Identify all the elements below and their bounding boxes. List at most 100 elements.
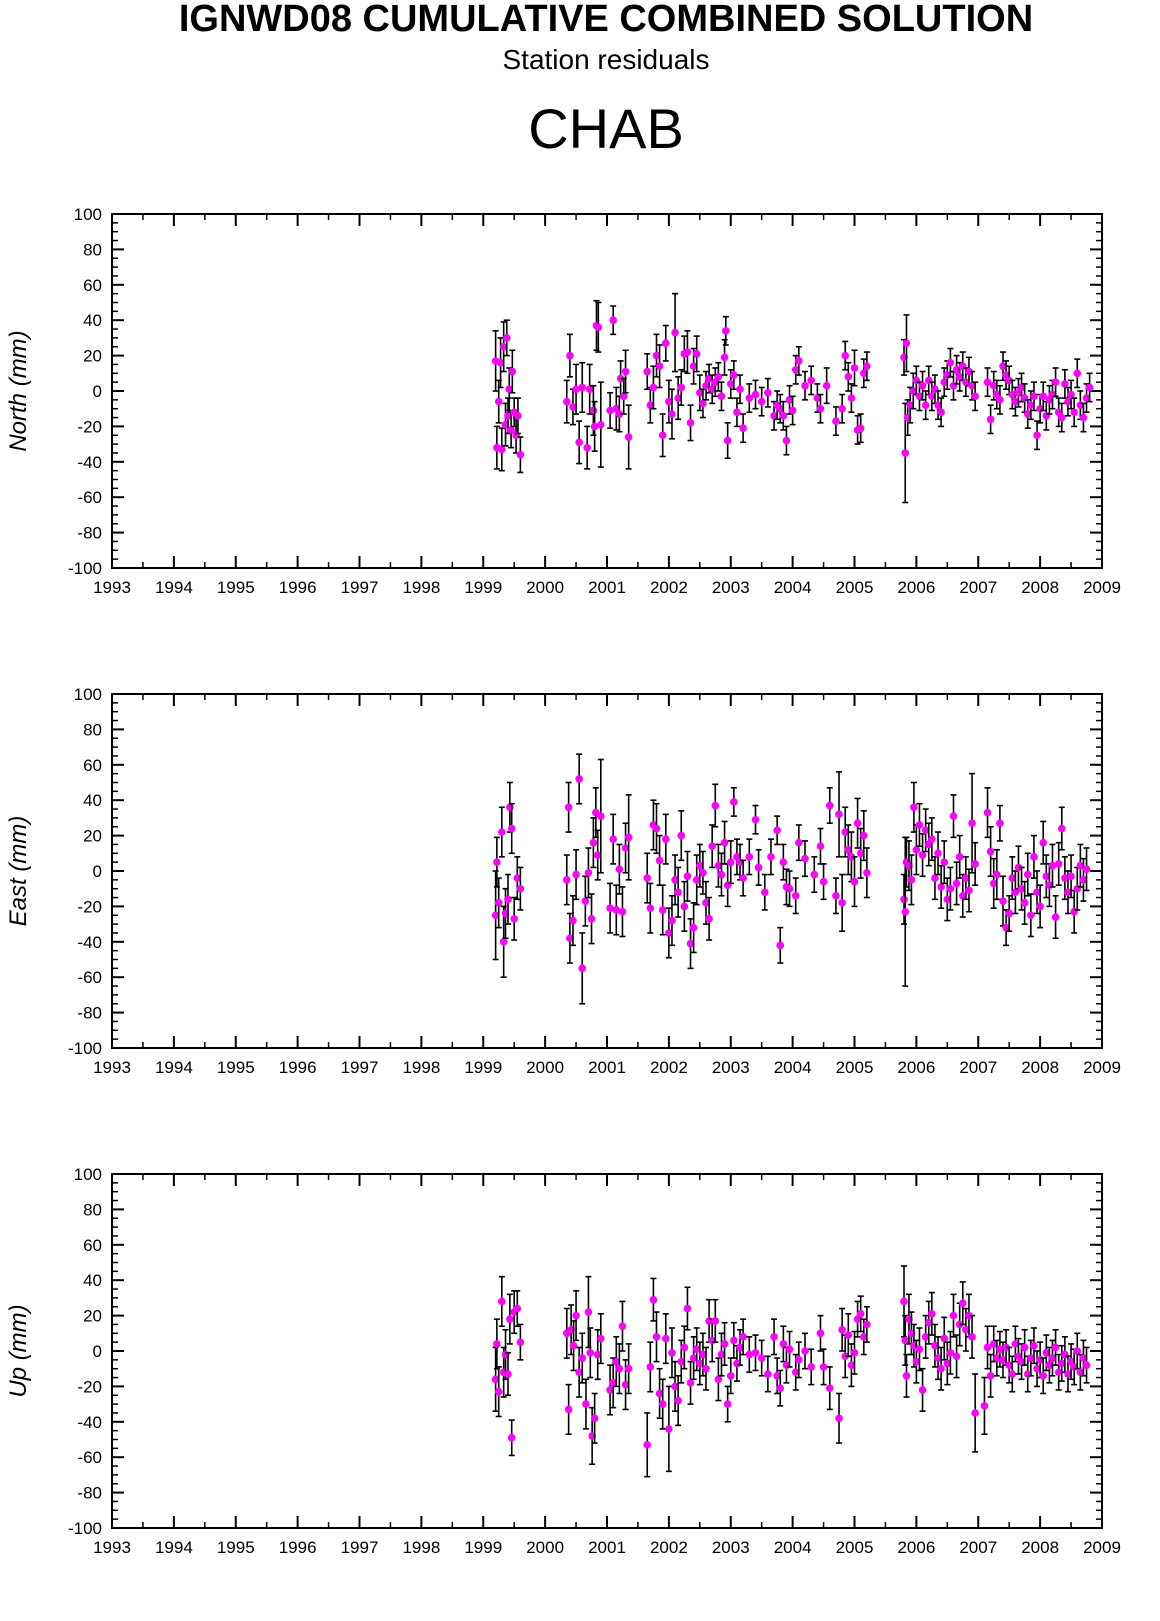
data-point — [844, 845, 853, 854]
data-point — [1057, 1359, 1066, 1368]
data-point — [680, 1343, 689, 1352]
y-tick-label: -20 — [77, 897, 102, 916]
data-point — [773, 826, 781, 835]
data-point — [1073, 369, 1082, 378]
data-point — [578, 383, 587, 392]
data-point — [859, 831, 868, 840]
data-point — [612, 1357, 621, 1366]
data-point — [569, 916, 577, 925]
y-tick-label: 80 — [83, 720, 102, 739]
data-point — [616, 374, 625, 383]
data-point — [928, 835, 936, 843]
data-point — [1014, 863, 1023, 872]
data-point — [584, 1308, 593, 1316]
data-point — [494, 899, 503, 907]
x-tick-label: 1996 — [279, 1058, 317, 1077]
data-point — [924, 1318, 933, 1327]
data-point — [649, 1295, 658, 1304]
y-tick-label: -100 — [68, 559, 102, 578]
data-point — [562, 397, 571, 406]
data-point — [986, 1371, 995, 1380]
x-tick-label: 1993 — [93, 1538, 131, 1557]
data-point — [1030, 392, 1038, 401]
data-point — [816, 842, 825, 851]
data-point — [668, 916, 676, 925]
data-point — [801, 381, 809, 390]
data-point — [931, 874, 939, 882]
data-point — [946, 884, 955, 893]
data-point — [1064, 1370, 1072, 1378]
data-point — [730, 1336, 738, 1345]
data-point — [594, 323, 603, 332]
data-point — [1008, 874, 1017, 882]
data-point — [791, 365, 800, 374]
data-point — [1017, 1357, 1026, 1366]
x-tick-label: 1993 — [93, 578, 131, 597]
data-point — [1005, 376, 1013, 385]
data-point — [730, 371, 738, 379]
data-point — [1039, 392, 1048, 401]
data-point — [643, 874, 652, 882]
data-point — [816, 1329, 825, 1338]
data-point — [955, 853, 964, 861]
y-tick-label: -60 — [77, 1448, 102, 1467]
data-point — [819, 877, 828, 886]
data-point — [696, 861, 704, 870]
data-point — [910, 803, 918, 812]
x-tick-label: 2002 — [650, 1538, 688, 1557]
data-point — [928, 1310, 936, 1318]
data-point — [1067, 872, 1075, 881]
data-point — [618, 907, 627, 916]
data-point — [593, 1350, 602, 1359]
data-point — [582, 1400, 590, 1408]
data-point — [856, 424, 865, 432]
data-point — [708, 385, 716, 394]
data-point — [983, 378, 992, 386]
data-point — [569, 1341, 578, 1350]
data-point — [989, 879, 998, 888]
data-point — [825, 1384, 834, 1392]
data-point — [498, 828, 506, 836]
x-tick-label: 2003 — [712, 1538, 750, 1557]
data-point — [971, 1409, 979, 1417]
data-point — [785, 1345, 794, 1354]
data-point — [745, 394, 754, 402]
data-point — [646, 401, 655, 409]
data-point — [708, 842, 716, 851]
data-point — [516, 1338, 525, 1346]
data-point — [671, 1382, 679, 1391]
data-point — [1033, 888, 1041, 897]
data-point — [832, 417, 840, 425]
data-point — [584, 868, 593, 877]
data-point — [689, 1354, 698, 1362]
data-point — [493, 858, 501, 866]
x-tick-label: 2003 — [712, 578, 750, 597]
data-point — [779, 411, 788, 420]
data-point — [699, 399, 707, 408]
data-point — [795, 838, 803, 847]
data-point — [937, 1364, 945, 1373]
data-point — [658, 1400, 667, 1408]
data-point — [498, 445, 506, 454]
data-point — [1057, 413, 1066, 422]
data-point — [491, 1375, 500, 1384]
data-point — [958, 891, 967, 900]
data-point — [999, 362, 1007, 371]
data-point — [813, 394, 822, 402]
station-name: CHAB — [528, 97, 684, 160]
data-point — [791, 1368, 800, 1377]
data-point — [918, 1386, 927, 1394]
y-tick-label: -60 — [77, 968, 102, 987]
data-point — [726, 1371, 735, 1380]
x-tick-label: 1998 — [402, 578, 440, 597]
data-point — [965, 367, 973, 376]
data-point — [850, 1348, 859, 1357]
data-point — [504, 1370, 512, 1378]
data-point — [705, 374, 713, 383]
x-tick-label: 2009 — [1083, 1538, 1121, 1557]
data-point — [785, 884, 794, 893]
data-point — [751, 815, 760, 824]
data-point — [575, 775, 583, 783]
chart-title: IGNWD08 CUMULATIVE COMBINED SOLUTION — [178, 0, 1034, 40]
y-tick-label: -80 — [77, 524, 102, 543]
